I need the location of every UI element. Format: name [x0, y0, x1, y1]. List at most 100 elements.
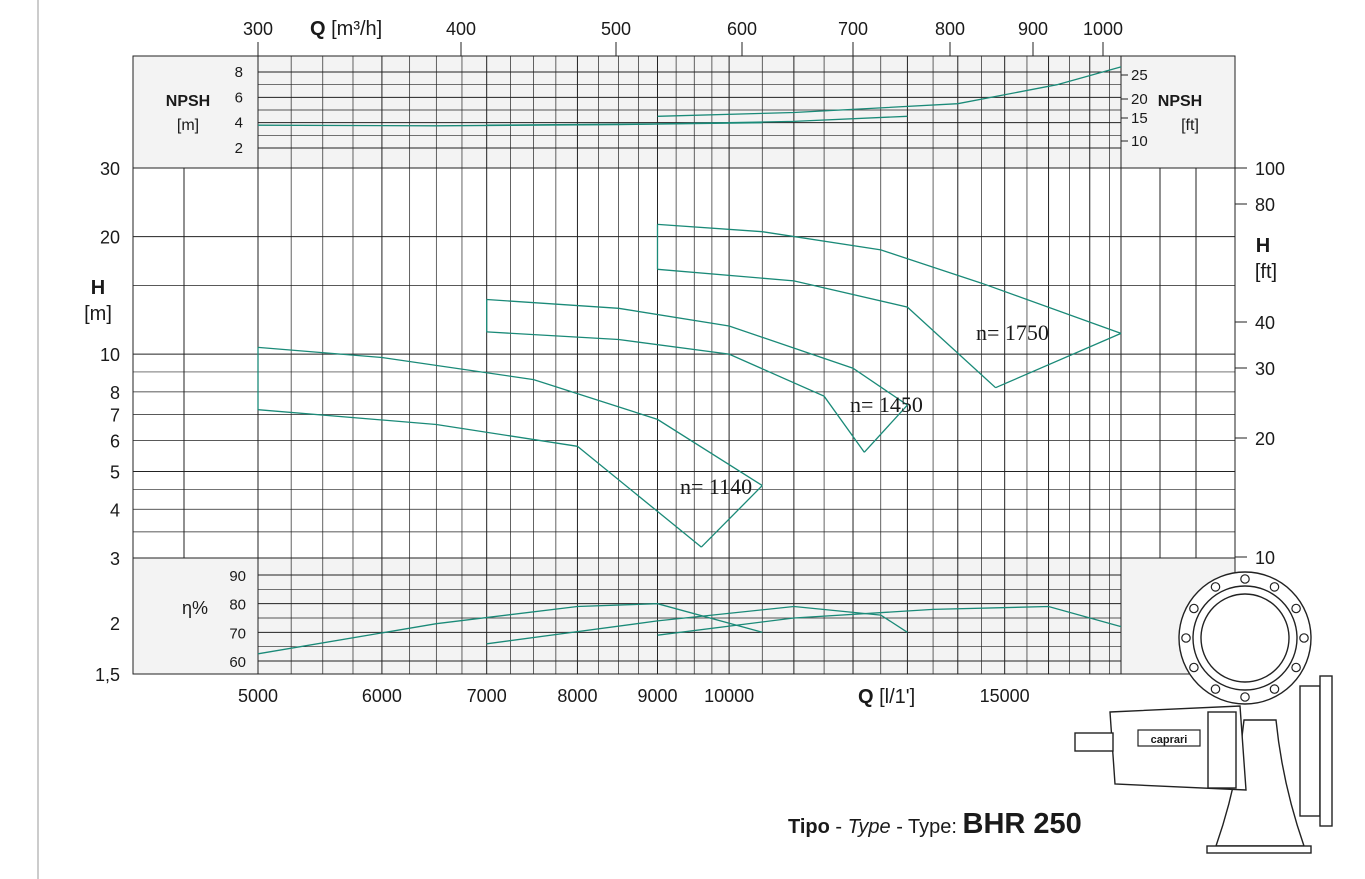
head-right-tick-label: 40 [1255, 313, 1275, 333]
chart-panels [37, 0, 1236, 879]
npsh-right-tick-label: 15 [1131, 110, 1148, 127]
speed-label: n= 1140 [680, 474, 752, 499]
bottom-x-tick-label: 15000 [980, 686, 1030, 706]
head-tick-label: 5 [110, 462, 120, 482]
grid [133, 42, 1247, 674]
flange-bolt [1240, 574, 1250, 584]
head-range-right-edge [863, 404, 908, 453]
head-range-right-edge [995, 332, 1122, 389]
efficiency-ylabel: η% [182, 598, 208, 618]
flange-bolt [1299, 633, 1309, 643]
axis-labels: 300 400 500 600 700 800 900 1000 Q [m³/h] NPSH [m]… [84, 18, 1285, 708]
npsh-tick-label: 4 [235, 115, 243, 132]
speed-label: n= 1750 [976, 320, 1049, 345]
npsh-tick-label: 2 [235, 140, 243, 157]
efficiency-curve [657, 605, 1122, 636]
bottom-x-axis-label: Q [l/1'] [858, 686, 915, 708]
pump-discharge-flange [1299, 685, 1321, 817]
head-tick-label: 30 [100, 159, 120, 179]
flange-bolt [1189, 603, 1199, 614]
head-tick-label: 6 [110, 432, 120, 452]
head-tick-label: 20 [100, 228, 120, 248]
npsh-curve [657, 66, 1122, 117]
head-right-tick-label: 80 [1255, 195, 1275, 215]
brand-name: caprari [1151, 734, 1188, 746]
head-tick-label: 1,5 [95, 665, 120, 685]
top-x-tick-label: 700 [838, 19, 868, 39]
head-curve-min [257, 409, 702, 548]
npsh-yunit-right: [ft] [1181, 117, 1199, 134]
pump-coupling [1207, 711, 1237, 789]
pump-illustration: caprari [1074, 571, 1333, 854]
type-caption: Tipo - Type - Type: BHR 250 [788, 808, 1082, 841]
speed-label: n= 1450 [850, 392, 923, 417]
pump-foot [1206, 845, 1312, 854]
flange-bolt [1240, 692, 1250, 702]
type-italic: Type [847, 816, 891, 838]
head-tick-label: 4 [110, 500, 120, 520]
head-right-tick-label: 10 [1255, 548, 1275, 568]
pump-flange-plate [1319, 675, 1333, 827]
npsh-ylabel-right: NPSH [1158, 93, 1202, 110]
top-x-tick-label: 500 [601, 19, 631, 39]
efficiency-tick-label: 80 [229, 597, 246, 614]
flange-bolt [1269, 582, 1280, 592]
efficiency-panel [132, 557, 1236, 675]
flange-bolt [1210, 582, 1221, 592]
type-plain: Type: [908, 816, 957, 838]
head-tick-label: 8 [110, 383, 120, 403]
npsh-curve [486, 115, 908, 126]
head-yunit-right: [ft] [1255, 261, 1277, 283]
top-x-axis-label: Q [m³/h] [310, 18, 382, 40]
top-x-tick-label: 300 [243, 19, 273, 39]
npsh-right-tick-label: 10 [1131, 133, 1148, 150]
bottom-x-tick-label: 7000 [467, 686, 507, 706]
model-name: BHR 250 [962, 808, 1082, 840]
flange-bolt [1269, 684, 1280, 694]
bottom-x-tick-label: 8000 [557, 686, 597, 706]
head-tick-label: 7 [110, 405, 120, 425]
efficiency-tick-label: 60 [229, 654, 246, 671]
npsh-right-tick-label: 25 [1131, 67, 1148, 84]
type-prefix: Tipo [788, 816, 830, 838]
efficiency-curve [486, 605, 908, 645]
pump-shaft [1074, 732, 1114, 752]
npsh-tick-label: 8 [235, 64, 243, 81]
npsh-yunit: [m] [177, 117, 199, 134]
efficiency-tick-label: 70 [229, 625, 246, 642]
top-x-tick-label: 900 [1018, 19, 1048, 39]
head-yunit: [m] [84, 303, 112, 325]
bottom-x-tick-label: 9000 [637, 686, 677, 706]
head-tick-label: 10 [100, 345, 120, 365]
top-x-tick-label: 1000 [1083, 19, 1123, 39]
top-x-tick-label: 600 [727, 19, 757, 39]
flange-bolt [1189, 662, 1199, 673]
head-curve-max [657, 223, 1122, 335]
curves: n= 1140 n= 1450 n= 1750 [257, 66, 1122, 655]
head-range-right-edge [700, 485, 763, 548]
head-curve-min [486, 331, 865, 453]
npsh-tick-label: 6 [235, 89, 243, 106]
flange-bolt [1291, 603, 1301, 614]
npsh-ylabel: NPSH [166, 93, 210, 110]
brand-plate [1137, 729, 1201, 747]
head-right-tick-label: 20 [1255, 429, 1275, 449]
flange-bolt [1181, 633, 1191, 643]
pump-suction-opening [1200, 593, 1290, 683]
top-x-tick-label: 400 [446, 19, 476, 39]
type-sep-1: - [835, 816, 848, 838]
pump-base [1215, 719, 1305, 847]
bottom-x-tick-label: 6000 [362, 686, 402, 706]
efficiency-curve [257, 603, 763, 655]
npsh-right-tick-label: 20 [1131, 91, 1148, 108]
bottom-x-tick-label: 5000 [238, 686, 278, 706]
flange-bolt [1291, 662, 1301, 673]
head-ylabel-right: H [1256, 235, 1270, 257]
head-right-tick-label: 100 [1255, 159, 1285, 179]
head-tick-label: 2 [110, 614, 120, 634]
head-ylabel: H [91, 277, 105, 299]
head-right-tick-label: 30 [1255, 359, 1275, 379]
head-curve-min [657, 268, 997, 389]
head-curve-max [486, 298, 908, 406]
flange-bolt [1210, 684, 1221, 694]
